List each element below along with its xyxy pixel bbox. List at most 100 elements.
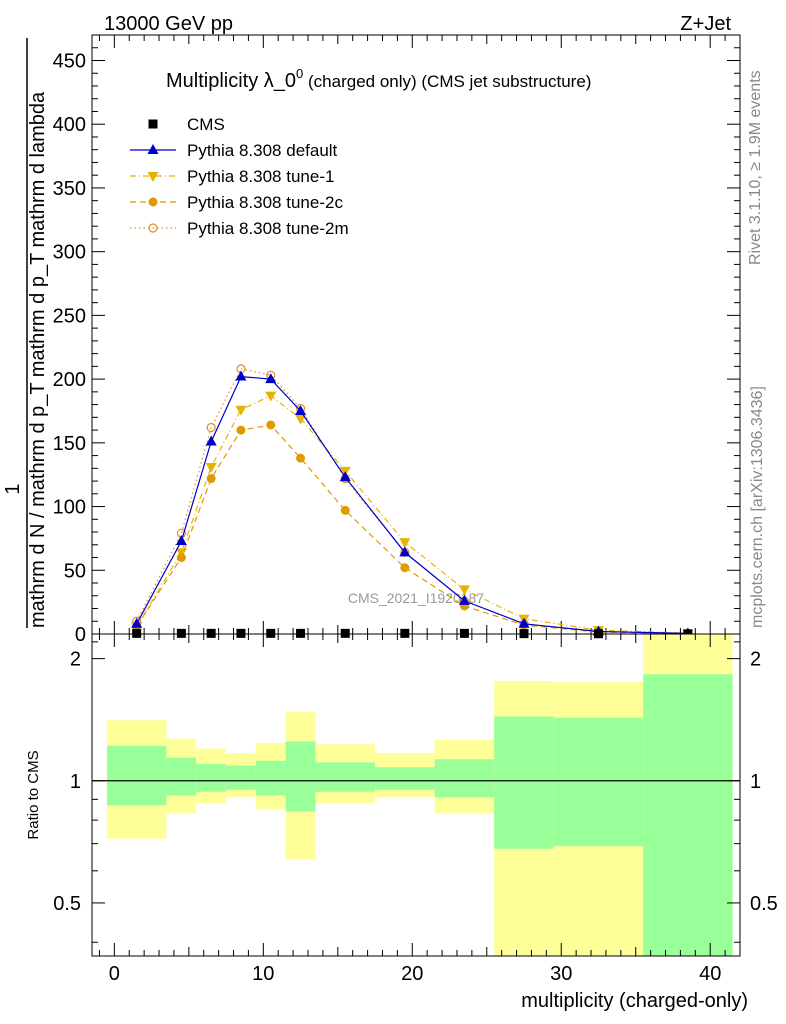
main-y-tick-label: 350 bbox=[53, 178, 86, 200]
ratio-inner-band bbox=[315, 762, 376, 792]
legend-label: Pythia 8.308 tune-2c bbox=[187, 193, 343, 212]
legend-label: Pythia 8.308 tune-2m bbox=[187, 219, 349, 238]
series-line-pythia-8-308-default bbox=[136, 375, 688, 634]
legend-entry: Pythia 8.308 tune-2m bbox=[130, 219, 349, 238]
ratio-inner-band bbox=[166, 757, 197, 796]
main-plot-axes: 0 50 100 150 200 250 300 350 400 450 bbox=[53, 34, 741, 646]
legend-entry: Pythia 8.308 tune-2c bbox=[130, 193, 343, 212]
legend-label: CMS bbox=[187, 115, 225, 134]
main-y-tick-label: 150 bbox=[53, 433, 86, 455]
x-tick-label: 0 bbox=[109, 963, 120, 985]
series-line-pythia-8-308-tune-2c bbox=[136, 424, 688, 635]
data-point bbox=[235, 370, 247, 381]
analysis-watermark: CMS_2021_I1920187 bbox=[348, 590, 484, 606]
data-point bbox=[400, 628, 410, 638]
ratio-y-tick-label-right: 1 bbox=[750, 771, 761, 793]
main-y-tick-label: 300 bbox=[53, 242, 86, 264]
data-point bbox=[296, 453, 306, 463]
legend-label: Pythia 8.308 tune-1 bbox=[187, 167, 334, 186]
legend-marker bbox=[148, 223, 158, 233]
legend-entry: Pythia 8.308 default bbox=[130, 141, 338, 160]
data-point bbox=[206, 628, 216, 638]
ratio-inner-band bbox=[285, 741, 316, 812]
data-point bbox=[399, 546, 411, 557]
data-point bbox=[132, 628, 142, 638]
data-point bbox=[206, 422, 216, 433]
legend-marker bbox=[148, 119, 158, 129]
data-point bbox=[205, 435, 217, 446]
ratio-inner-band bbox=[553, 717, 644, 847]
data-point bbox=[205, 463, 217, 474]
x-tick-label: 10 bbox=[252, 963, 274, 985]
y-label-denominator: mathrm d N / mathrm d p_T mathrm d p_T m… bbox=[27, 91, 49, 628]
x-tick-label: 40 bbox=[699, 963, 721, 985]
ratio-inner-band bbox=[643, 674, 733, 956]
x-tick-label: 30 bbox=[550, 963, 572, 985]
data-point bbox=[399, 538, 411, 549]
ratio-plot-frame bbox=[91, 633, 741, 957]
ratio-y-tick-label: 1 bbox=[70, 771, 81, 793]
ratio-inner-band bbox=[375, 767, 435, 790]
ratio-plot-bands bbox=[106, 634, 733, 956]
main-y-tick-label: 200 bbox=[53, 369, 86, 391]
data-point bbox=[458, 585, 470, 596]
main-y-tick-label: 100 bbox=[53, 497, 86, 519]
ratio-y-tick-label: 0.5 bbox=[53, 893, 81, 915]
data-point bbox=[339, 471, 351, 482]
ratio-inner-band bbox=[196, 763, 227, 792]
data-point bbox=[236, 425, 246, 435]
data-point bbox=[176, 553, 186, 563]
main-y-tick-label: 50 bbox=[64, 560, 86, 582]
ratio-inner-band bbox=[106, 745, 167, 806]
legend-marker bbox=[148, 197, 158, 207]
data-point bbox=[459, 628, 469, 638]
data-point bbox=[340, 505, 350, 515]
main-y-tick-label: 0 bbox=[75, 624, 86, 646]
legend-label: Pythia 8.308 default bbox=[187, 141, 338, 160]
ratio-inner-band bbox=[255, 760, 286, 796]
ratio-inner-band bbox=[494, 716, 554, 849]
data-point bbox=[340, 628, 350, 638]
data-point bbox=[266, 420, 276, 430]
data-point bbox=[265, 373, 277, 384]
ratio-inner-band bbox=[226, 765, 256, 790]
data-point bbox=[236, 628, 246, 638]
ratio-inner-band bbox=[434, 759, 495, 798]
main-plot-title: Multiplicity λ_00 (charged only) (CMS je… bbox=[166, 66, 591, 92]
data-point bbox=[296, 628, 306, 638]
mcplots-label: mcplots.cern.ch [arXiv:1306.3436] bbox=[749, 386, 766, 628]
data-point bbox=[235, 405, 247, 416]
x-tick-label: 20 bbox=[401, 963, 423, 985]
main-y-tick-label: 400 bbox=[53, 114, 86, 136]
series-line-pythia-8-308-tune-1 bbox=[136, 395, 688, 634]
legend-marker bbox=[147, 172, 159, 182]
data-point bbox=[266, 628, 276, 638]
header-energy-label: 13000 GeV pp bbox=[104, 13, 233, 35]
ratio-y-axis-label: Ratio to CMS bbox=[25, 750, 42, 839]
data-point bbox=[265, 391, 277, 402]
ratio-y-tick-label-right: 0.5 bbox=[750, 893, 778, 915]
main-y-tick-label: 250 bbox=[53, 305, 86, 327]
rivet-label: Rivet 3.1.10, ≥ 1.9M events bbox=[747, 70, 764, 265]
data-point bbox=[176, 628, 186, 638]
data-point bbox=[206, 474, 216, 484]
data-point bbox=[458, 594, 470, 605]
data-point bbox=[295, 404, 307, 415]
data-point bbox=[131, 617, 143, 628]
ratio-y-tick-label: 2 bbox=[70, 649, 81, 671]
header-process-label: Z+Jet bbox=[680, 13, 731, 35]
legend-entry: Pythia 8.308 tune-1 bbox=[130, 167, 334, 186]
data-point bbox=[175, 534, 187, 545]
main-y-tick-label: 450 bbox=[53, 50, 86, 72]
data-point bbox=[518, 617, 530, 628]
legend-entry: CMS bbox=[148, 115, 225, 134]
data-point bbox=[400, 563, 410, 573]
data-point bbox=[295, 414, 307, 425]
x-axis-label: multiplicity (charged-only) bbox=[521, 990, 748, 1012]
y-label-numerator: 1 bbox=[2, 483, 24, 494]
ratio-y-tick-label-right: 2 bbox=[750, 649, 761, 671]
main-y-axis-label: 1 mathrm d N / mathrm d p_T mathrm d p_T… bbox=[2, 38, 49, 628]
legend: CMS Pythia 8.308 default Pythia 8.308 tune… bbox=[130, 115, 349, 238]
legend-marker bbox=[147, 144, 159, 154]
